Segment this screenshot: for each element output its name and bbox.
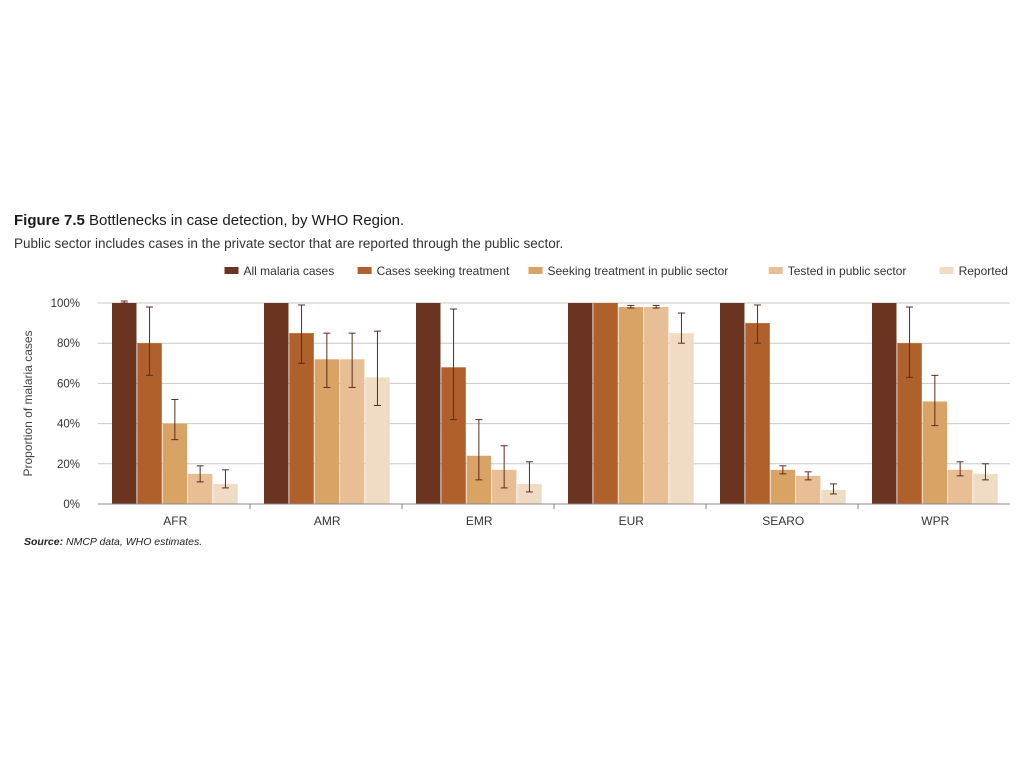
error-bar bbox=[323, 332, 331, 388]
legend-swatch bbox=[528, 267, 543, 274]
figure-number: Figure 7.5 bbox=[14, 212, 85, 229]
error-bar bbox=[525, 461, 533, 493]
error-bar bbox=[931, 374, 939, 427]
error-bar bbox=[146, 306, 154, 376]
source-label: Source: bbox=[24, 536, 64, 548]
bar bbox=[264, 303, 289, 504]
legend-entry: Seeking treatment in public sector bbox=[548, 264, 729, 278]
figure-source: Source: NMCP data, WHO estimates. bbox=[24, 536, 202, 548]
error-bar bbox=[956, 461, 964, 477]
error-bar bbox=[677, 312, 685, 344]
error-bar bbox=[981, 463, 989, 481]
bar bbox=[821, 489, 846, 504]
figure-title-text: Bottlenecks in case detection, by WHO Re… bbox=[89, 212, 405, 229]
bar-chart: 0% 20% 40% 60% 80% 100% Proportion of malaria … bbox=[21, 264, 1010, 528]
bar bbox=[643, 307, 669, 504]
bar bbox=[112, 303, 137, 504]
x-tick-label: EMR bbox=[466, 514, 493, 528]
bar bbox=[618, 307, 644, 504]
y-tick-label: 60% bbox=[57, 378, 80, 390]
legend-entry: Cases seeking treatment bbox=[377, 264, 510, 278]
legend-swatch bbox=[939, 267, 954, 274]
legend-swatch bbox=[357, 267, 372, 274]
bar bbox=[213, 483, 238, 504]
bar bbox=[593, 303, 618, 504]
bar bbox=[795, 475, 821, 504]
error-bar bbox=[754, 304, 762, 344]
error-bar bbox=[627, 304, 635, 309]
error-bar bbox=[221, 469, 229, 489]
figure-subtitle: Public sector includes cases in the priv… bbox=[14, 236, 564, 251]
error-bar bbox=[475, 419, 483, 481]
legend-swatch bbox=[768, 267, 783, 274]
error-bar bbox=[298, 304, 306, 364]
legend-entry: All malaria cases bbox=[244, 264, 335, 278]
error-bar bbox=[804, 471, 812, 481]
error-bar bbox=[450, 308, 458, 421]
x-tick-label: AFR bbox=[163, 514, 187, 528]
error-bar bbox=[652, 304, 660, 309]
bar bbox=[568, 303, 593, 504]
bar bbox=[770, 469, 796, 504]
y-tick-label: 20% bbox=[57, 459, 80, 471]
x-tick-label: EUR bbox=[619, 514, 645, 528]
bar bbox=[517, 483, 542, 504]
bar bbox=[720, 303, 745, 504]
y-tick-label: 0% bbox=[63, 499, 80, 511]
legend-entry: Reported bbox=[959, 264, 1008, 278]
figure-title: Figure 7.5 Bottlenecks in case detection… bbox=[14, 212, 404, 229]
bar bbox=[416, 303, 441, 504]
bar bbox=[669, 333, 694, 504]
y-tick-label: 100% bbox=[51, 298, 80, 310]
error-bar bbox=[348, 332, 356, 388]
error-bar bbox=[906, 306, 914, 378]
bar bbox=[745, 323, 770, 504]
error-bar bbox=[779, 465, 787, 475]
x-tick-label: WPR bbox=[921, 514, 949, 528]
legend-entry: Tested in public sector bbox=[788, 264, 907, 278]
x-tick-label: AMR bbox=[314, 514, 341, 528]
legend-swatch bbox=[224, 267, 239, 274]
error-bar bbox=[171, 398, 179, 441]
error-bar bbox=[500, 445, 508, 489]
y-axis-label: Proportion of malaria cases bbox=[21, 330, 35, 476]
error-bar bbox=[196, 465, 204, 483]
error-bar bbox=[120, 300, 128, 304]
bar bbox=[872, 303, 897, 504]
error-bar bbox=[829, 483, 837, 495]
error-bar bbox=[373, 330, 381, 407]
x-tick-label: SEARO bbox=[762, 514, 804, 528]
y-tick-label: 80% bbox=[57, 338, 80, 350]
source-text: NMCP data, WHO estimates. bbox=[66, 536, 203, 548]
y-tick-label: 40% bbox=[57, 419, 80, 431]
